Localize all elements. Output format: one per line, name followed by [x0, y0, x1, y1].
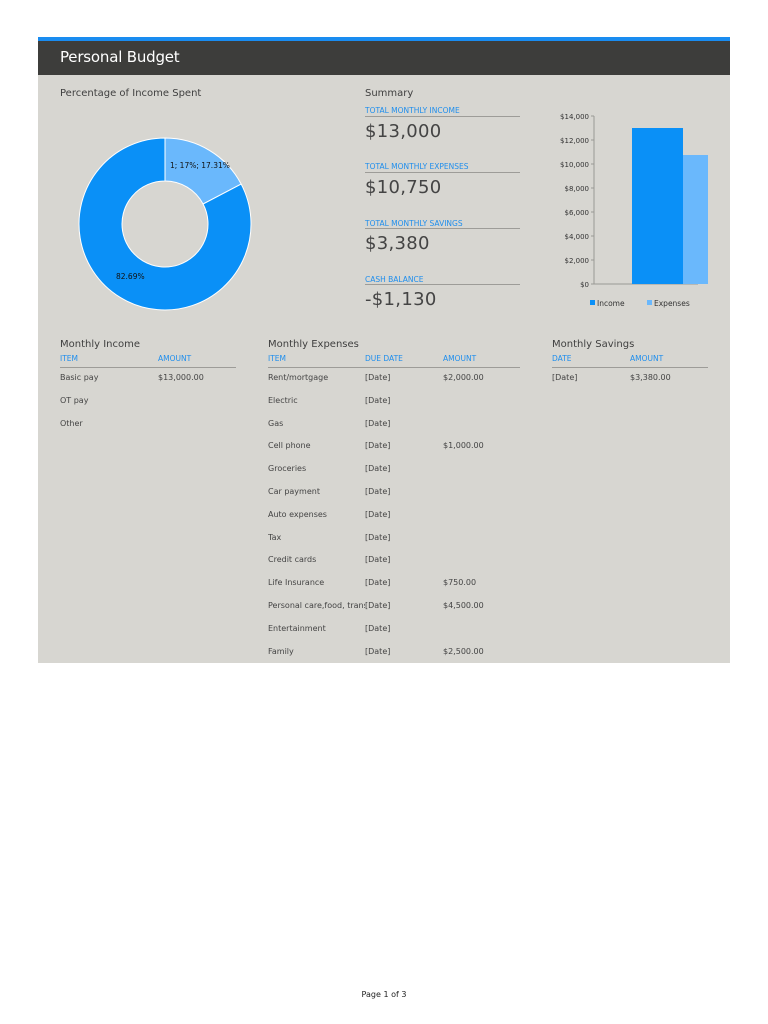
expense-due-date: [Date]	[365, 532, 391, 542]
income-col-amount: AMOUNT	[158, 354, 192, 363]
income-title: Monthly Income	[60, 339, 141, 350]
expense-amount: $2,500.00	[443, 646, 484, 656]
y-tick-label: $6,000	[565, 209, 590, 217]
savings-col-date: DATE	[552, 354, 572, 363]
expense-item: Tax	[268, 532, 282, 542]
expense-item: Credit cards	[268, 555, 317, 565]
expense-amount: $750.00	[443, 578, 477, 588]
expense-due-date: [Date]	[365, 509, 391, 519]
expense-due-date: [Date]	[365, 578, 391, 588]
summary-rule	[365, 228, 520, 229]
total-savings-value: $3,380	[365, 233, 430, 254]
legend-swatch	[590, 300, 595, 305]
savings-col-amount: AMOUNT	[630, 354, 664, 363]
expense-item: Electric	[268, 395, 298, 405]
y-tick-label: $12,000	[560, 137, 589, 145]
expense-due-date: [Date]	[365, 601, 391, 610]
expense-item: Family	[268, 646, 294, 656]
total-expenses-value: $10,750	[365, 177, 442, 198]
legend-label: Expenses	[654, 299, 690, 308]
expense-due-date: [Date]	[365, 487, 391, 496]
table-rule	[60, 367, 236, 368]
expense-item: Auto expenses	[268, 509, 327, 519]
expense-due-date: [Date]	[365, 464, 391, 474]
y-tick-label: $0	[580, 281, 589, 289]
cash-balance-label: CASH BALANCE	[365, 275, 424, 284]
expense-due-date: [Date]	[365, 555, 391, 565]
expense-amount: $1,000.00	[443, 441, 484, 451]
income-item: OT pay	[60, 395, 89, 405]
expense-item: Gas	[268, 418, 284, 428]
accent-bar	[38, 37, 730, 41]
expenses-col-date: DUE DATE	[365, 354, 403, 363]
total-expenses-label: TOTAL MONTHLY EXPENSES	[365, 162, 469, 171]
y-tick-label: $4,000	[565, 233, 590, 241]
summary-rule	[365, 172, 520, 173]
bar-income	[632, 128, 683, 284]
table-rule	[268, 367, 520, 368]
expense-amount: $4,500.00	[443, 601, 484, 610]
income-col-item: ITEM	[60, 354, 79, 363]
savings-amount: $3,380.00	[630, 373, 671, 382]
page-number: Page 1 of 3	[361, 990, 407, 999]
expense-amount: $2,000.00	[443, 373, 484, 382]
income-expenses-bar-chart: $0 $2,000 $4,000 $6,000 $8,000 $10,000 $12,000…	[560, 113, 708, 308]
expenses-col-item: ITEM	[268, 354, 287, 363]
summary-rule	[365, 284, 520, 285]
bar-expenses	[683, 155, 708, 284]
savings-date: [Date]	[552, 373, 578, 382]
donut-slice	[78, 137, 252, 311]
y-tick-label: $10,000	[560, 161, 589, 169]
savings-title: Monthly Savings	[552, 339, 635, 350]
y-tick-label: $2,000	[565, 257, 590, 265]
cash-balance-value: -$1,130	[365, 289, 437, 310]
expense-item: Rent/mortgage	[268, 373, 329, 382]
summary-title: Summary	[365, 88, 414, 99]
legend-label: Income	[597, 299, 625, 308]
y-tick-label: $14,000	[560, 113, 589, 121]
expense-item: Groceries	[268, 464, 307, 474]
legend-swatch	[647, 300, 652, 305]
expense-item: Entertainment	[268, 623, 326, 633]
expenses-title: Monthly Expenses	[268, 339, 359, 350]
donut-label: 1; 17%; 17.31%	[170, 161, 230, 170]
income-item: Basic pay	[60, 373, 99, 382]
y-tick-label: $8,000	[565, 185, 590, 193]
expense-due-date: [Date]	[365, 623, 391, 633]
expense-due-date: [Date]	[365, 441, 391, 451]
expense-item: Cell phone	[268, 441, 311, 451]
summary-rule	[365, 116, 520, 117]
total-savings-label: TOTAL MONTHLY SAVINGS	[365, 219, 463, 228]
page-title: Personal Budget	[60, 48, 180, 66]
expense-due-date: [Date]	[365, 373, 391, 382]
expense-item: Car payment	[268, 487, 320, 496]
expense-due-date: [Date]	[365, 395, 391, 405]
total-income-label: TOTAL MONTHLY INCOME	[365, 106, 460, 115]
expenses-col-amount: AMOUNT	[443, 354, 477, 363]
budget-sheet: Personal Budget Percentage of Income Spe…	[38, 37, 730, 663]
expense-item: Life Insurance	[268, 578, 325, 588]
income-amount: $13,000.00	[158, 373, 204, 382]
table-rule	[552, 367, 708, 368]
expense-due-date: [Date]	[365, 646, 391, 656]
total-income-value: $13,000	[365, 121, 442, 142]
header-bar: Personal Budget	[38, 41, 730, 75]
donut-label: 82.69%	[116, 272, 145, 281]
expense-due-date: [Date]	[365, 418, 391, 428]
donut-title: Percentage of Income Spent	[60, 88, 202, 99]
income-spent-donut-chart: 1; 17%; 17.31% 82.69%	[78, 137, 252, 311]
expense-item: Personal care,food, transport	[268, 601, 365, 610]
income-item: Other	[60, 418, 83, 428]
